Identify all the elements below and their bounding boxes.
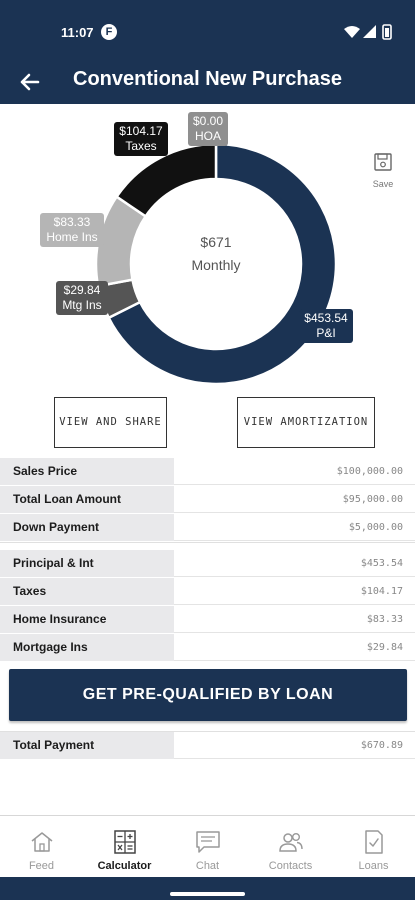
chart-label-home-ins: $83.33 Home Ins <box>40 213 104 247</box>
signal-icon <box>363 25 376 38</box>
chart-label-value: $104.17 <box>119 124 163 138</box>
table-row: Down Payment $5,000.00 <box>0 514 415 542</box>
save-icon <box>374 153 392 171</box>
get-pre-qualified-button[interactable]: GET PRE-QUALIFIED BY LOAN <box>9 669 407 721</box>
chart-label-taxes: $104.17 Taxes <box>114 122 168 156</box>
back-button[interactable] <box>14 66 48 98</box>
app-notification-icon: F <box>101 24 117 40</box>
row-label: Sales Price <box>0 458 174 485</box>
nav-label: Contacts <box>268 860 313 872</box>
row-value: $453.54 <box>174 550 415 577</box>
chart-label-value: $83.33 <box>53 215 91 229</box>
row-value: $95,000.00 <box>174 486 415 513</box>
bottom-navigation: Feed Calculator Chat <box>0 815 415 877</box>
donut-slice-taxes <box>114 144 218 219</box>
payment-donut-chart: $671 Monthly <box>96 144 336 384</box>
chart-label-pi: $453.54 P&I <box>299 309 353 343</box>
home-icon <box>31 832 52 852</box>
view-and-share-button[interactable]: VIEW AND SHARE <box>54 397 167 448</box>
row-value: $104.17 <box>174 578 415 605</box>
row-value: $100,000.00 <box>174 458 415 485</box>
table-row: Total Payment $670.89 <box>0 732 415 760</box>
chart-label-value: $0.00 <box>192 114 224 128</box>
status-time: 11:07 <box>61 25 94 40</box>
row-label: Down Payment <box>0 514 174 541</box>
chart-label-mtg-ins: $29.84 Mtg Ins <box>56 281 108 315</box>
table-row: Sales Price $100,000.00 <box>0 458 415 486</box>
chart-center-amount: $671 <box>200 234 231 250</box>
nav-label: Loans <box>358 860 389 872</box>
chart-label-name: HOA <box>194 129 221 143</box>
chart-center-caption: Monthly <box>191 257 240 273</box>
nav-label: Calculator <box>97 860 152 872</box>
status-bar: 11:07 F <box>0 0 415 60</box>
chart-label-value: $29.84 <box>63 283 101 297</box>
system-status-icons <box>344 24 392 40</box>
row-value: $5,000.00 <box>174 514 415 541</box>
loans-icon <box>364 830 383 854</box>
donut-slice-p-i <box>107 144 336 384</box>
nav-item-loans[interactable]: Loans <box>332 816 415 877</box>
system-gesture-bar <box>0 877 415 900</box>
chart-label-name: Taxes <box>125 139 157 153</box>
save-button[interactable]: Save <box>365 152 401 192</box>
table-row: Principal & Int $453.54 <box>0 550 415 578</box>
chart-label-name: Home Ins <box>46 230 98 244</box>
calculator-icon <box>113 830 136 854</box>
nav-item-calculator[interactable]: Calculator <box>83 816 166 877</box>
home-gesture-handle[interactable] <box>170 892 245 896</box>
chart-label-name: P&I <box>316 326 336 340</box>
chart-label-hoa: $0.00 HOA <box>188 112 228 146</box>
row-value: $670.89 <box>174 732 415 759</box>
row-label: Principal & Int <box>0 550 174 577</box>
battery-icon <box>382 24 392 40</box>
row-label: Taxes <box>0 578 174 605</box>
row-label: Total Payment <box>0 732 174 759</box>
row-value: $29.84 <box>174 634 415 661</box>
table-row: Taxes $104.17 <box>0 578 415 606</box>
chat-icon <box>195 831 220 853</box>
view-amortization-button[interactable]: VIEW AMORTIZATION <box>237 397 375 448</box>
page-title: Conventional New Purchase <box>73 68 342 90</box>
divider <box>0 542 415 550</box>
back-arrow-icon <box>20 73 40 91</box>
app-header: Conventional New Purchase <box>0 60 415 104</box>
row-label: Total Loan Amount <box>0 486 174 513</box>
row-label: Home Insurance <box>0 606 174 633</box>
nav-item-chat[interactable]: Chat <box>166 816 249 877</box>
contacts-icon <box>278 833 303 852</box>
total-payment-table: Total Payment $670.89 <box>0 731 415 760</box>
wifi-icon <box>344 26 360 38</box>
loan-summary-table: Sales Price $100,000.00 Total Loan Amoun… <box>0 458 415 662</box>
nav-label: Feed <box>28 860 55 872</box>
row-label: Mortgage Ins <box>0 634 174 661</box>
chart-label-name: Mtg Ins <box>62 298 102 312</box>
chart-label-value: $453.54 <box>304 311 348 325</box>
nav-item-contacts[interactable]: Contacts <box>249 816 332 877</box>
nav-label: Chat <box>195 860 220 872</box>
row-value: $83.33 <box>174 606 415 633</box>
nav-item-feed[interactable]: Feed <box>0 816 83 877</box>
table-row: Total Loan Amount $95,000.00 <box>0 486 415 514</box>
save-label: Save <box>372 179 394 189</box>
table-row: Mortgage Ins $29.84 <box>0 634 415 662</box>
table-row: Home Insurance $83.33 <box>0 606 415 634</box>
